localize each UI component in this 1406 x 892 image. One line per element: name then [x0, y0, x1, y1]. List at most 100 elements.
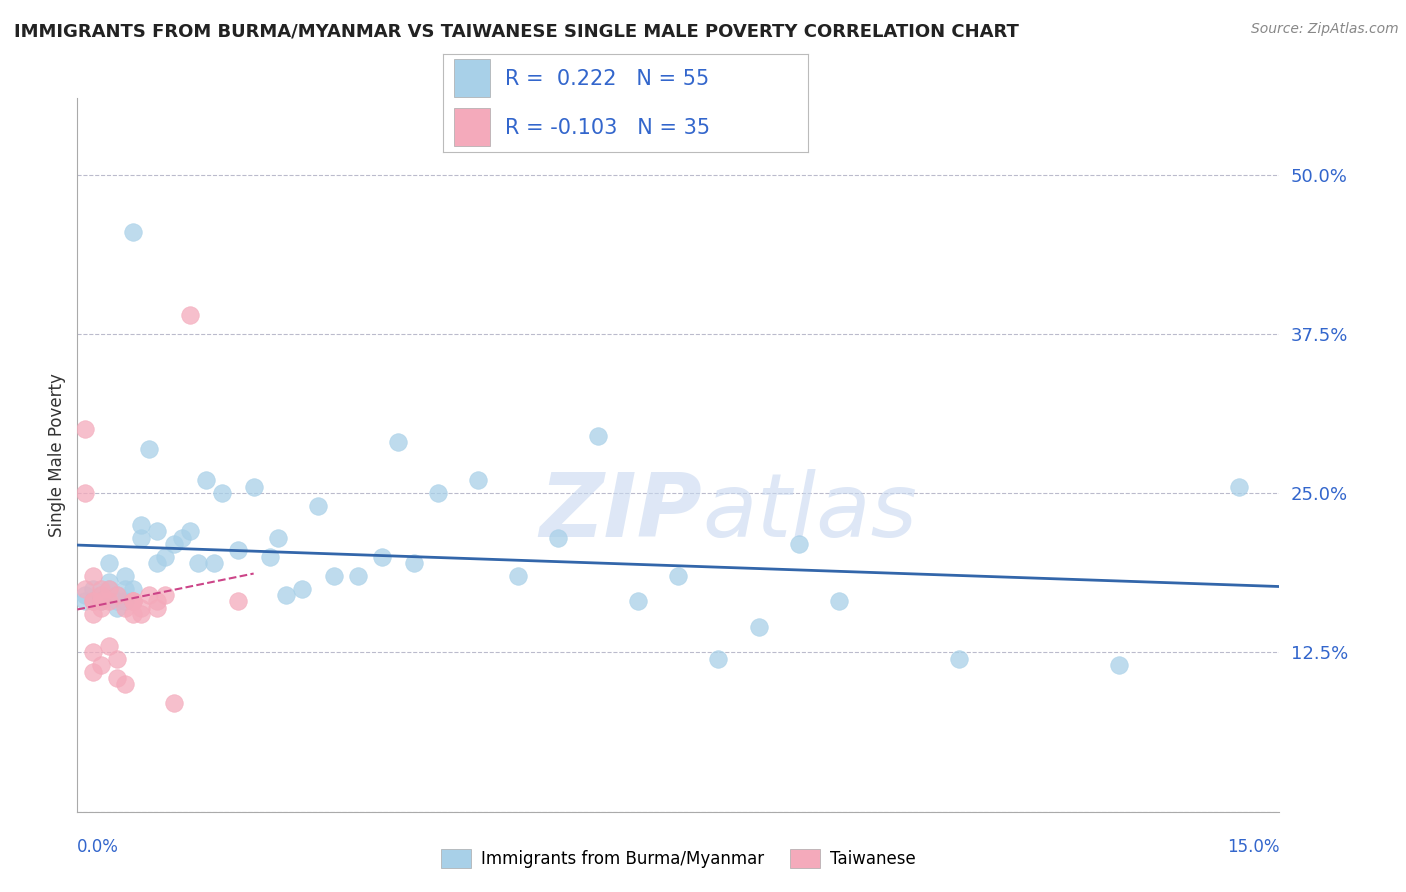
Point	[179, 308, 201, 322]
Point	[1229, 480, 1251, 494]
Point	[138, 588, 160, 602]
Point	[668, 569, 690, 583]
Point	[588, 429, 610, 443]
Point	[226, 594, 249, 608]
Point	[748, 620, 770, 634]
Text: R =  0.222   N = 55: R = 0.222 N = 55	[505, 69, 709, 89]
Point	[75, 422, 97, 436]
Point	[226, 543, 249, 558]
Point	[322, 569, 344, 583]
Y-axis label: Single Male Poverty: Single Male Poverty	[48, 373, 66, 537]
Point	[114, 600, 136, 615]
Point	[114, 582, 136, 596]
Point	[948, 652, 970, 666]
Point	[98, 582, 121, 596]
Point	[202, 556, 225, 570]
Point	[211, 486, 233, 500]
Point	[467, 474, 489, 488]
Point	[402, 556, 425, 570]
Point	[146, 600, 169, 615]
Point	[82, 594, 104, 608]
Text: 15.0%: 15.0%	[1227, 838, 1279, 855]
Point	[259, 549, 281, 564]
Point	[427, 486, 450, 500]
Point	[162, 697, 184, 711]
Point	[186, 556, 209, 570]
Point	[146, 594, 169, 608]
Point	[98, 575, 121, 590]
Point	[138, 442, 160, 456]
Point	[82, 607, 104, 622]
Point	[371, 549, 394, 564]
Point	[114, 677, 136, 691]
Point	[90, 588, 112, 602]
Point	[508, 569, 530, 583]
Point	[1108, 658, 1130, 673]
Point	[107, 671, 129, 685]
Point	[122, 594, 145, 608]
Text: IMMIGRANTS FROM BURMA/MYANMAR VS TAIWANESE SINGLE MALE POVERTY CORRELATION CHART: IMMIGRANTS FROM BURMA/MYANMAR VS TAIWANE…	[14, 22, 1019, 40]
Point	[131, 518, 153, 533]
Point	[162, 537, 184, 551]
Point	[155, 588, 177, 602]
Point	[122, 607, 145, 622]
Point	[75, 594, 97, 608]
Point	[114, 594, 136, 608]
Point	[122, 594, 145, 608]
Point	[170, 531, 193, 545]
Point	[242, 480, 264, 494]
Point	[122, 582, 145, 596]
Point	[90, 588, 112, 602]
Point	[82, 582, 104, 596]
Point	[90, 658, 112, 673]
Point	[194, 474, 217, 488]
Text: ZIP: ZIP	[540, 468, 703, 556]
Point	[75, 486, 97, 500]
Point	[122, 594, 145, 608]
Point	[131, 607, 153, 622]
Point	[75, 582, 97, 596]
Point	[307, 499, 329, 513]
FancyBboxPatch shape	[454, 60, 491, 96]
Point	[155, 549, 177, 564]
Point	[90, 594, 112, 608]
Point	[107, 588, 129, 602]
Point	[547, 531, 569, 545]
Legend: Immigrants from Burma/Myanmar, Taiwanese: Immigrants from Burma/Myanmar, Taiwanese	[434, 842, 922, 875]
Point	[90, 594, 112, 608]
Point	[267, 531, 290, 545]
Text: 0.0%: 0.0%	[77, 838, 120, 855]
Point	[98, 582, 121, 596]
Point	[82, 645, 104, 659]
Point	[90, 600, 112, 615]
Point	[627, 594, 650, 608]
Point	[107, 594, 129, 608]
Text: Source: ZipAtlas.com: Source: ZipAtlas.com	[1251, 22, 1399, 37]
Point	[98, 639, 121, 653]
Point	[347, 569, 370, 583]
Point	[828, 594, 851, 608]
Point	[98, 556, 121, 570]
Point	[82, 594, 104, 608]
Point	[146, 524, 169, 539]
Point	[107, 600, 129, 615]
Point	[107, 652, 129, 666]
Point	[82, 569, 104, 583]
Point	[387, 435, 409, 450]
Point	[131, 600, 153, 615]
Point	[291, 582, 314, 596]
Point	[107, 588, 129, 602]
Point	[274, 588, 297, 602]
Text: R = -0.103   N = 35: R = -0.103 N = 35	[505, 118, 710, 138]
Point	[179, 524, 201, 539]
FancyBboxPatch shape	[454, 109, 491, 145]
Point	[114, 569, 136, 583]
Text: atlas: atlas	[703, 469, 917, 555]
Point	[90, 582, 112, 596]
Point	[131, 531, 153, 545]
Point	[122, 225, 145, 239]
Point	[787, 537, 810, 551]
Point	[98, 594, 121, 608]
Point	[707, 652, 730, 666]
Point	[146, 556, 169, 570]
